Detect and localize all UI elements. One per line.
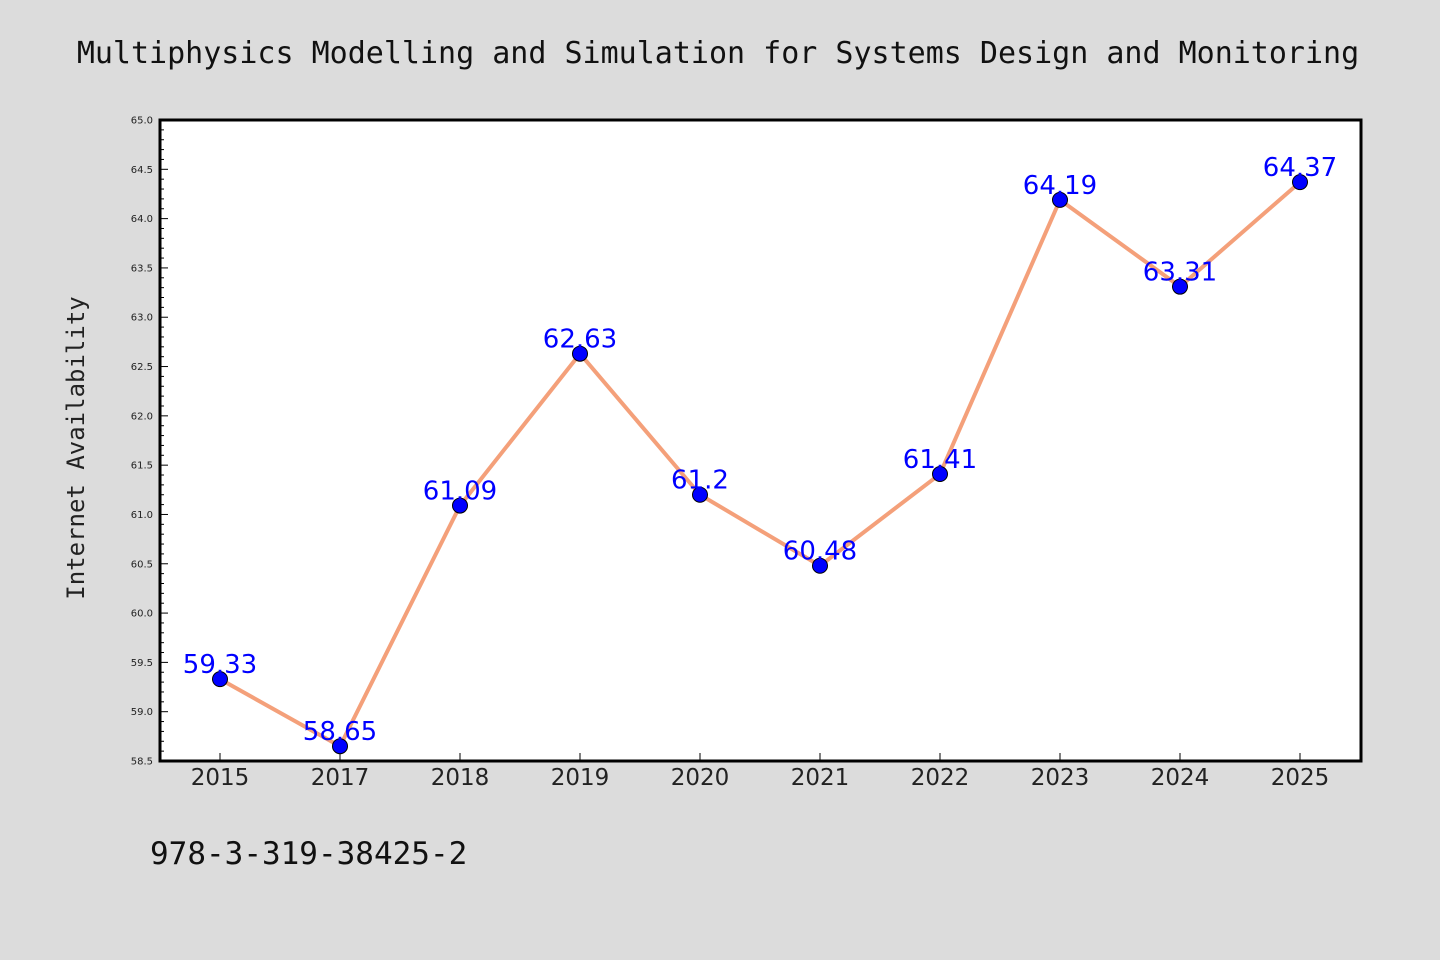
y-tick-label: 58.5 (131, 757, 153, 768)
x-tick-label: 2018 (431, 765, 490, 791)
data-label: 61.09 (423, 477, 497, 507)
y-axis: 58.5 59.0 59.5 60.0 60.5 61.0 61.5 62.0 62.5 63.0… (131, 116, 168, 768)
isbn-text: 978-3-319-38425-2 (150, 836, 467, 872)
y-tick-label: 63.0 (131, 313, 153, 324)
x-tick-label: 2024 (1151, 765, 1210, 791)
y-tick-label: 61.5 (131, 461, 153, 472)
y-axis-label: Internet Availability (62, 296, 90, 599)
y-tick-label: 59.5 (131, 658, 153, 669)
data-label: 58.65 (303, 717, 377, 747)
x-axis: 2015 2017 2018 2019 2020 2021 2022 2023 2024 2025 (191, 753, 1330, 791)
x-tick-label: 2015 (191, 765, 250, 791)
y-tick-label: 65.0 (131, 116, 153, 127)
x-tick-label: 2022 (911, 765, 970, 791)
x-tick-label: 2019 (551, 765, 610, 791)
y-tick-label: 60.5 (131, 559, 153, 570)
y-tick-label: 64.5 (131, 165, 153, 176)
x-tick-label: 2025 (1271, 765, 1330, 791)
data-label: 62.63 (543, 325, 617, 355)
x-tick-label: 2017 (311, 765, 370, 791)
plot-area (158, 118, 1363, 763)
data-label: 61.41 (903, 445, 977, 475)
data-point (572, 345, 588, 362)
y-tick-label: 64.0 (131, 214, 153, 225)
data-point (932, 466, 948, 483)
data-point (692, 486, 708, 503)
y-tick-label: 59.0 (131, 707, 153, 718)
data-point (1292, 174, 1308, 191)
data-point (1172, 278, 1188, 295)
data-label: 61.2 (671, 466, 729, 496)
data-point (332, 738, 348, 755)
series-line (218, 180, 1302, 749)
chart-title: Multiphysics Modelling and Simulation fo… (77, 36, 1359, 71)
y-tick-label: 62.0 (131, 411, 153, 422)
series-line-group (212, 174, 1308, 755)
data-point (212, 671, 228, 688)
data-point (812, 557, 828, 574)
y-tick-label: 60.0 (131, 609, 153, 620)
data-label: 63.31 (1143, 258, 1217, 288)
data-label: 59.33 (183, 650, 257, 680)
x-tick-label: 2023 (1031, 765, 1090, 791)
y-tick-label: 61.0 (131, 510, 153, 521)
x-tick-label: 2021 (791, 765, 850, 791)
data-label: 60.48 (783, 537, 857, 567)
y-tick-label: 63.5 (131, 263, 153, 274)
x-tick-label: 2020 (671, 765, 730, 791)
data-label: 64.19 (1023, 171, 1097, 201)
data-labels: 59.33 58.65 61.09 62.63 61.2 60.48 61.41 64.19 6… (183, 153, 1337, 747)
y-tick-label: 62.5 (131, 362, 153, 373)
data-label: 64.37 (1263, 153, 1337, 183)
data-point (452, 497, 468, 514)
data-point (1052, 191, 1068, 208)
